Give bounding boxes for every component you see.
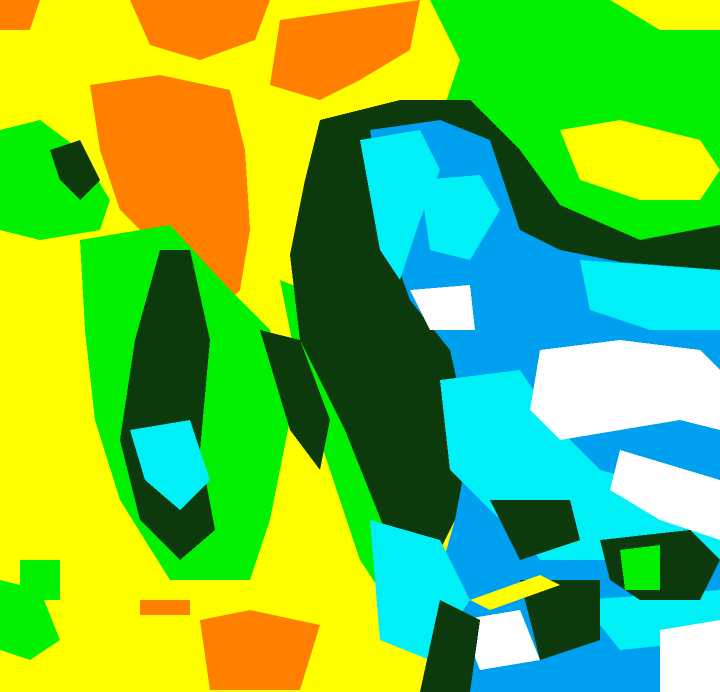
yellow-class-region — [470, 575, 560, 610]
green-class-region — [20, 560, 60, 600]
dark-green-class-region — [260, 330, 330, 470]
yellow-class-region — [610, 0, 720, 30]
orange-class-region — [200, 610, 320, 690]
dark-green-class-region — [50, 140, 100, 200]
orange-class-region — [90, 75, 250, 310]
white-class-region — [410, 285, 475, 330]
white-class-region — [610, 450, 720, 540]
cyan-class-region — [130, 420, 210, 510]
green-class-region — [0, 120, 110, 240]
dark-green-class-region — [520, 580, 600, 660]
yellow-class-region — [560, 120, 720, 200]
white-class-region — [460, 610, 540, 670]
green-class-region — [620, 545, 660, 590]
orange-class-region — [0, 0, 40, 30]
green-class-region — [0, 580, 60, 660]
cyan-class-region — [420, 175, 500, 260]
cyan-class-region — [360, 130, 440, 280]
white-class-region — [530, 340, 720, 440]
orange-class-region — [130, 0, 270, 60]
orange-class-region — [270, 0, 420, 100]
dark-green-class-region — [420, 600, 480, 692]
dark-green-class-region — [490, 500, 580, 560]
orange-class-region — [140, 600, 190, 615]
white-class-region — [660, 620, 720, 692]
cyan-class-region — [580, 260, 720, 330]
